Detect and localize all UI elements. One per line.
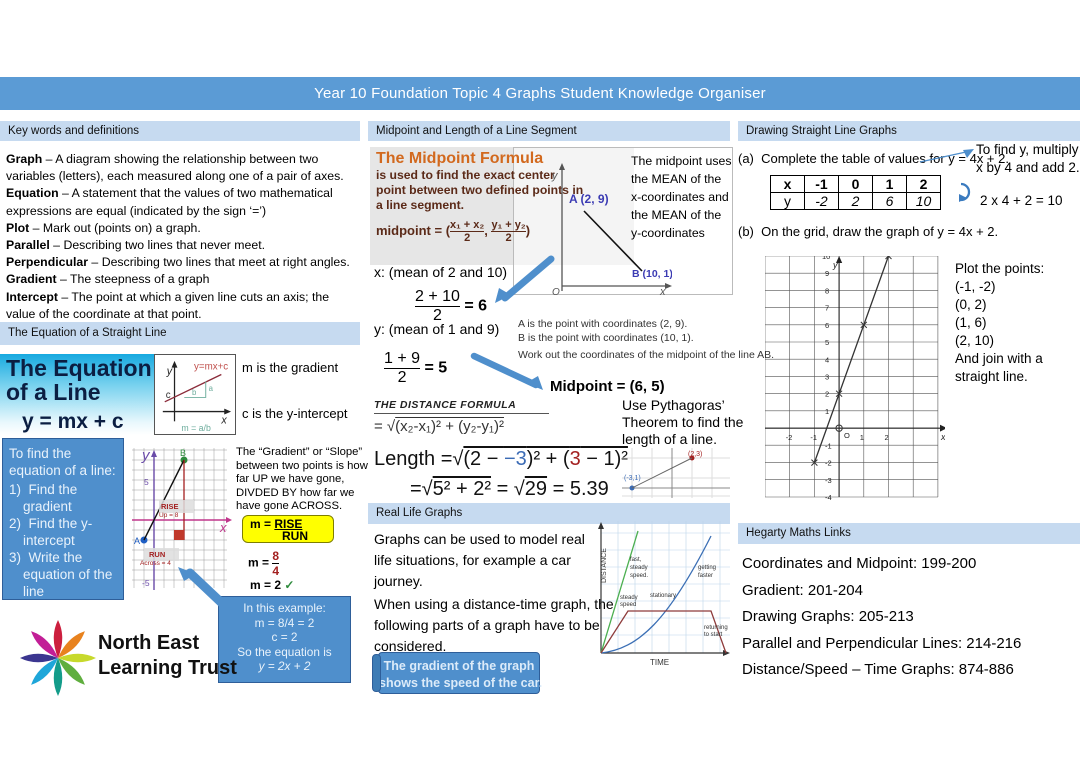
- svg-text:c: c: [166, 390, 171, 401]
- svg-text:steady: steady: [630, 565, 648, 571]
- svg-text:6: 6: [825, 321, 829, 330]
- svg-text:m = a/b: m = a/b: [181, 423, 211, 433]
- svg-text:stationary: stationary: [650, 593, 676, 599]
- svg-text:returning: returning: [704, 625, 728, 631]
- svg-text:TIME: TIME: [650, 658, 669, 667]
- svg-text:-3: -3: [825, 476, 832, 485]
- svg-text:x: x: [219, 520, 227, 535]
- svg-text:y: y: [166, 366, 173, 378]
- svg-text:A (2, 9): A (2, 9): [569, 192, 609, 206]
- svg-text:DISTANCE: DISTANCE: [601, 548, 608, 583]
- svg-text:8: 8: [825, 286, 829, 295]
- svg-text:fast,: fast,: [630, 557, 642, 563]
- svg-text:(2,3): (2,3): [688, 451, 702, 458]
- svg-text:2: 2: [885, 433, 889, 442]
- svg-text:-2: -2: [786, 433, 793, 442]
- svg-text:-1: -1: [825, 441, 832, 450]
- svg-text:O: O: [844, 431, 850, 440]
- svg-text:getting: getting: [698, 565, 716, 571]
- svg-text:4: 4: [825, 355, 829, 364]
- svg-text:y: y: [141, 448, 151, 464]
- svg-text:speed: speed: [620, 602, 636, 608]
- svg-text:5: 5: [144, 477, 149, 487]
- svg-text:a: a: [209, 384, 214, 393]
- svg-text:(-3,1): (-3,1): [624, 475, 641, 482]
- svg-text:speed.: speed.: [630, 573, 648, 579]
- svg-text:RUN: RUN: [149, 550, 165, 559]
- svg-text:steady: steady: [620, 595, 638, 601]
- svg-text:7: 7: [825, 304, 829, 313]
- svg-text:9: 9: [825, 269, 829, 278]
- svg-text:2: 2: [825, 390, 829, 399]
- svg-text:B: B: [180, 448, 186, 458]
- svg-text:-2: -2: [825, 459, 832, 468]
- svg-text:-5: -5: [142, 578, 150, 588]
- svg-text:b: b: [192, 388, 197, 397]
- svg-text:Up = 8: Up = 8: [159, 512, 179, 519]
- svg-text:y: y: [551, 170, 559, 182]
- svg-text:1: 1: [825, 407, 829, 416]
- svg-text:y: y: [832, 260, 838, 270]
- svg-text:1: 1: [860, 433, 864, 442]
- svg-text:RISE: RISE: [161, 502, 179, 511]
- svg-text:-4: -4: [825, 493, 832, 502]
- svg-text:A: A: [134, 536, 140, 546]
- svg-text:x: x: [940, 432, 945, 442]
- svg-text:B (10, 1): B (10, 1): [632, 268, 672, 280]
- svg-text:10: 10: [822, 256, 830, 261]
- svg-text:to start: to start: [704, 632, 723, 638]
- svg-text:-1: -1: [810, 433, 817, 442]
- svg-text:y=mx+c: y=mx+c: [194, 362, 228, 373]
- svg-text:x: x: [659, 286, 666, 295]
- svg-text:Across = 4: Across = 4: [140, 560, 171, 567]
- svg-text:3: 3: [825, 373, 829, 382]
- svg-text:x: x: [220, 414, 227, 426]
- svg-text:faster: faster: [698, 573, 713, 579]
- svg-text:5: 5: [825, 338, 829, 347]
